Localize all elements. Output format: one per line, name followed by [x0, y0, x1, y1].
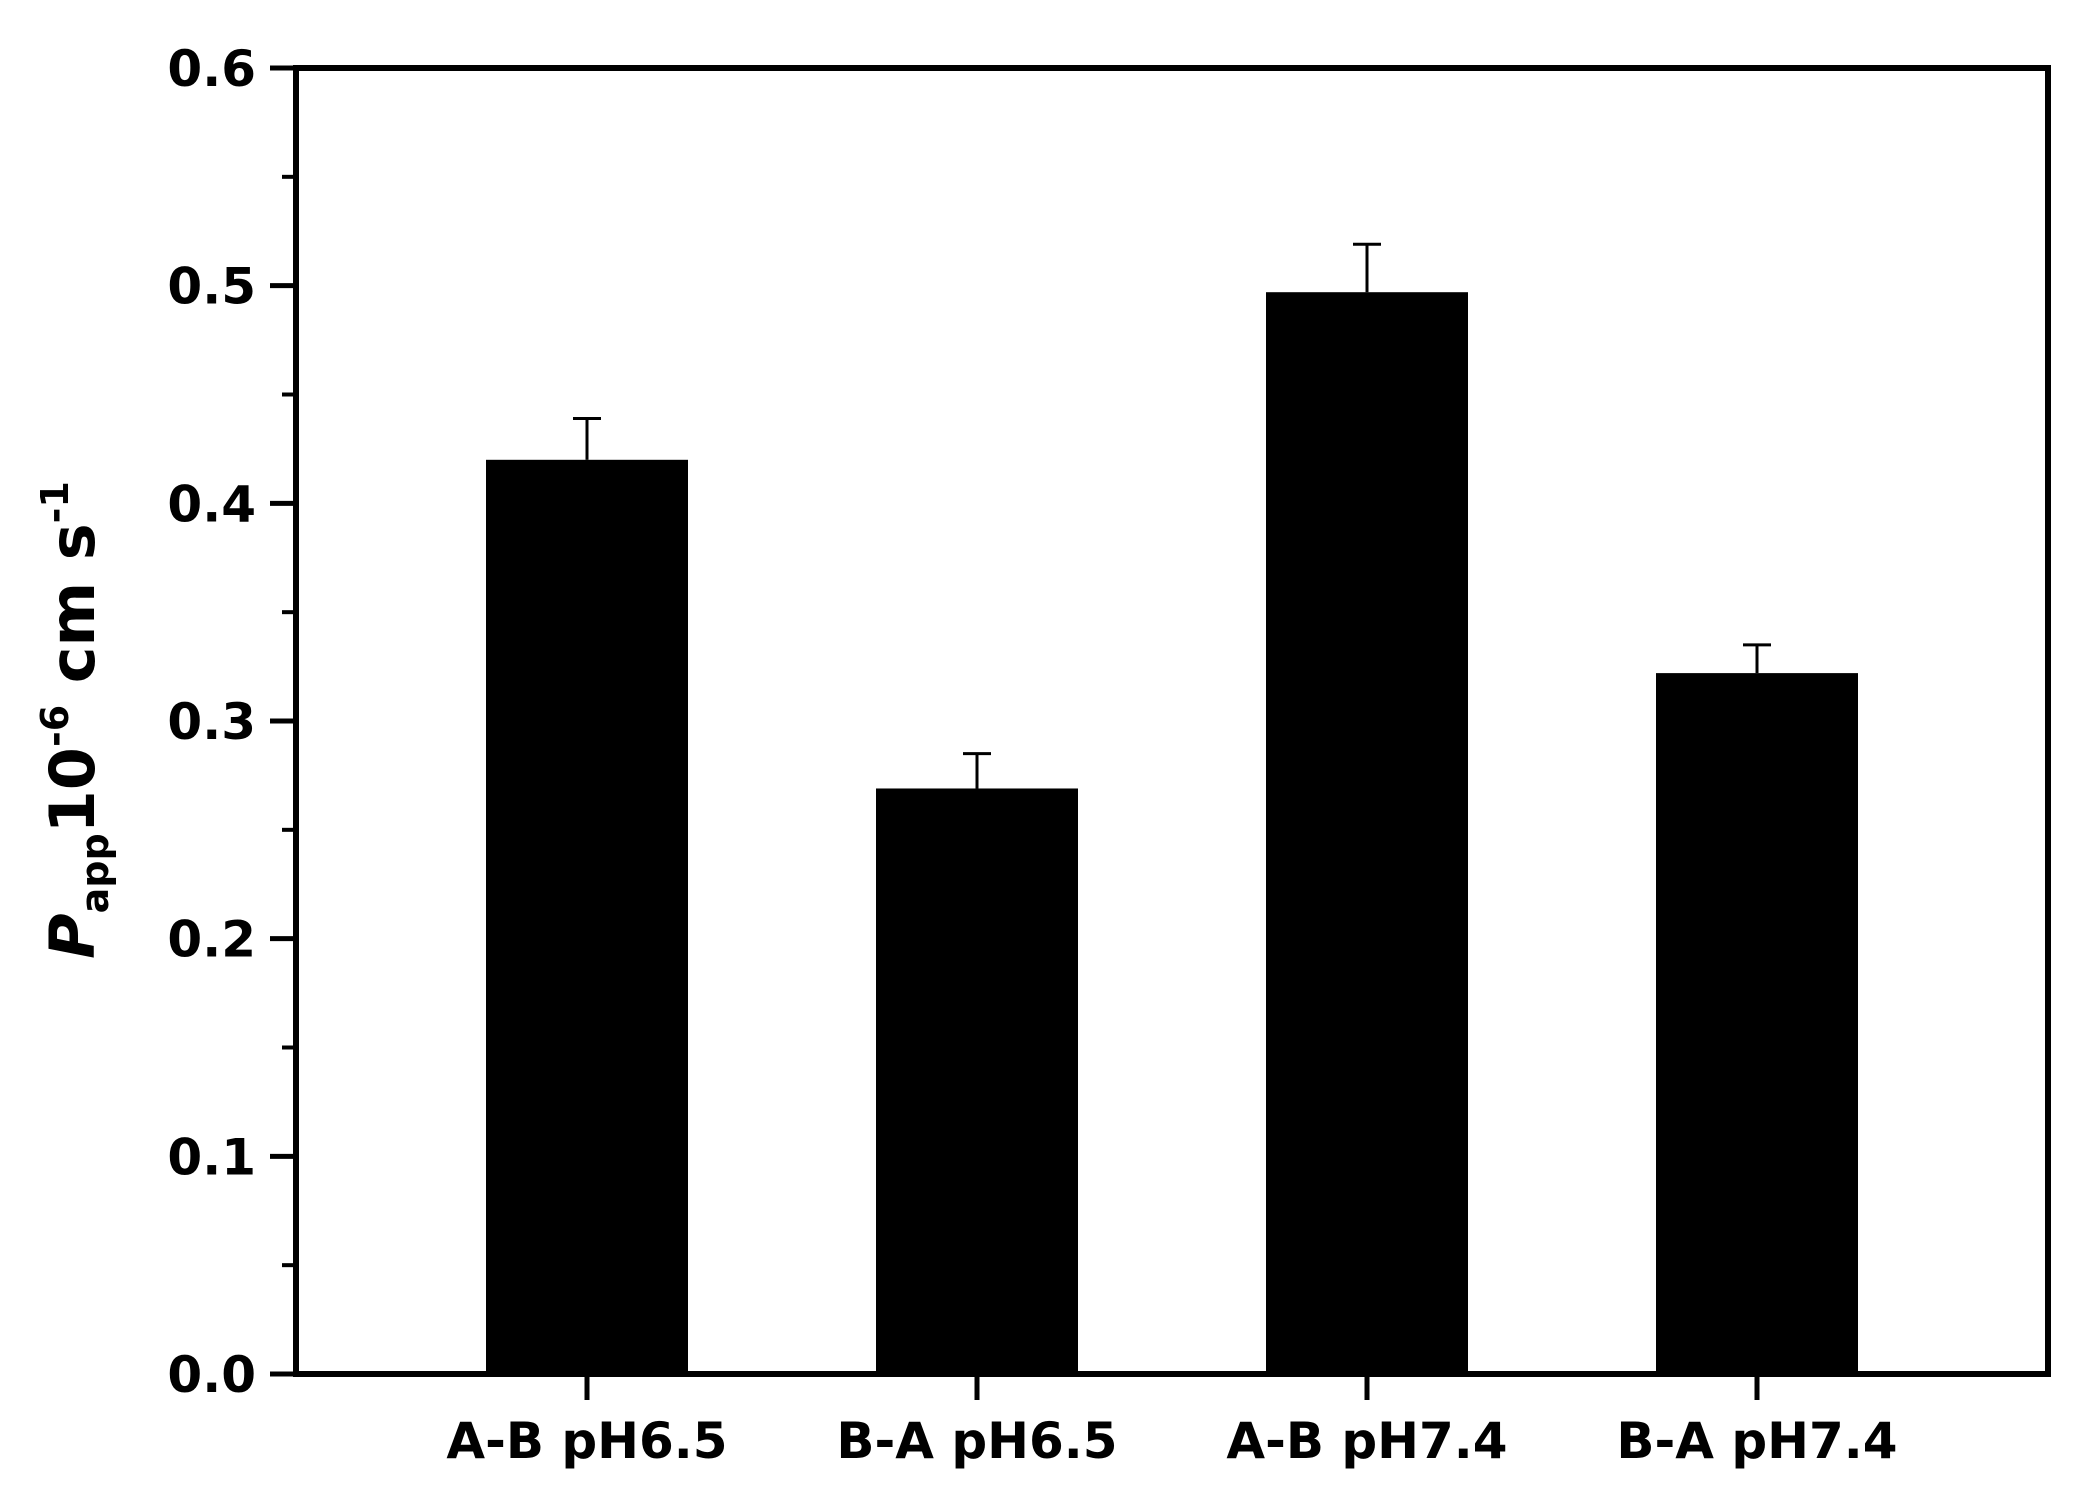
bar: [1656, 673, 1858, 1374]
y-axis-label-subscript: app: [73, 833, 117, 913]
y-axis-label-exponent: -6: [33, 705, 77, 747]
y-tick-label: 0.4: [167, 475, 256, 533]
y-axis-label-unit: cm s: [36, 523, 109, 704]
bars-layer: [486, 292, 1858, 1374]
x-tick-label: A-B pH6.5: [446, 1412, 727, 1470]
bar: [876, 788, 1078, 1374]
y-tick-label: 0.5: [167, 258, 256, 316]
y-tick-label: 0.1: [167, 1128, 256, 1186]
y-axis: 0.0 0.1 0.2 0.3 0.4 0.5 0.6: [167, 40, 296, 1404]
x-tick-label: A-B pH7.4: [1226, 1412, 1507, 1470]
y-axis-label-main: P: [36, 913, 109, 958]
y-axis-label-mid: 10: [36, 747, 109, 833]
y-axis-label-unit-exponent: -1: [33, 481, 77, 523]
bar: [1266, 292, 1468, 1374]
error-bars-layer: [573, 242, 1771, 789]
x-tick-label: B-A pH6.5: [836, 1412, 1117, 1470]
y-tick-label: 0.2: [167, 911, 256, 969]
y-tick-label: 0.3: [167, 693, 256, 751]
y-tick-label: 0.6: [167, 40, 256, 98]
bar: [486, 459, 688, 1374]
x-tick-label: B-A pH7.4: [1616, 1412, 1897, 1470]
x-axis: A-B pH6.5 B-A pH6.5 A-B pH7.4 B-A pH7.4: [446, 1374, 1898, 1470]
y-axis-label: Papp10-6 cm s-1: [33, 481, 117, 959]
y-tick-label: 0.0: [167, 1346, 256, 1404]
